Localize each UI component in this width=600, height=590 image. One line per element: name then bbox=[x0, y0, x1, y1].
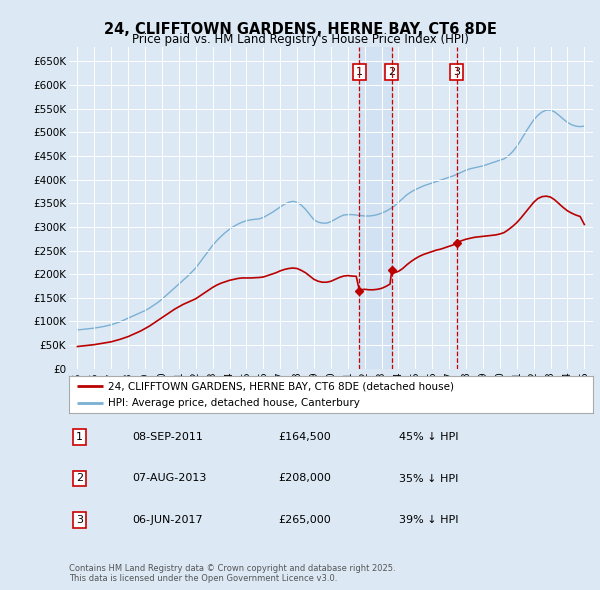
Text: 1: 1 bbox=[76, 432, 83, 442]
Text: 3: 3 bbox=[453, 67, 460, 77]
Text: Contains HM Land Registry data © Crown copyright and database right 2025.
This d: Contains HM Land Registry data © Crown c… bbox=[69, 563, 395, 583]
Text: £164,500: £164,500 bbox=[278, 432, 331, 442]
Text: 06-JUN-2017: 06-JUN-2017 bbox=[132, 515, 202, 525]
Text: 24, CLIFFTOWN GARDENS, HERNE BAY, CT6 8DE (detached house): 24, CLIFFTOWN GARDENS, HERNE BAY, CT6 8D… bbox=[108, 381, 454, 391]
Text: 45% ↓ HPI: 45% ↓ HPI bbox=[399, 432, 458, 442]
Text: 35% ↓ HPI: 35% ↓ HPI bbox=[399, 474, 458, 483]
Text: 1: 1 bbox=[356, 67, 363, 77]
Text: 24, CLIFFTOWN GARDENS, HERNE BAY, CT6 8DE: 24, CLIFFTOWN GARDENS, HERNE BAY, CT6 8D… bbox=[104, 22, 496, 37]
Bar bbox=[359, 47, 392, 369]
Text: £208,000: £208,000 bbox=[278, 474, 331, 483]
Text: 2: 2 bbox=[388, 67, 395, 77]
Text: 39% ↓ HPI: 39% ↓ HPI bbox=[399, 515, 458, 525]
Text: 2: 2 bbox=[76, 474, 83, 483]
Text: 3: 3 bbox=[76, 515, 83, 525]
Text: £265,000: £265,000 bbox=[278, 515, 331, 525]
Text: 08-SEP-2011: 08-SEP-2011 bbox=[132, 432, 203, 442]
Text: HPI: Average price, detached house, Canterbury: HPI: Average price, detached house, Cant… bbox=[108, 398, 360, 408]
Text: 07-AUG-2013: 07-AUG-2013 bbox=[132, 474, 206, 483]
Text: Price paid vs. HM Land Registry's House Price Index (HPI): Price paid vs. HM Land Registry's House … bbox=[131, 33, 469, 46]
